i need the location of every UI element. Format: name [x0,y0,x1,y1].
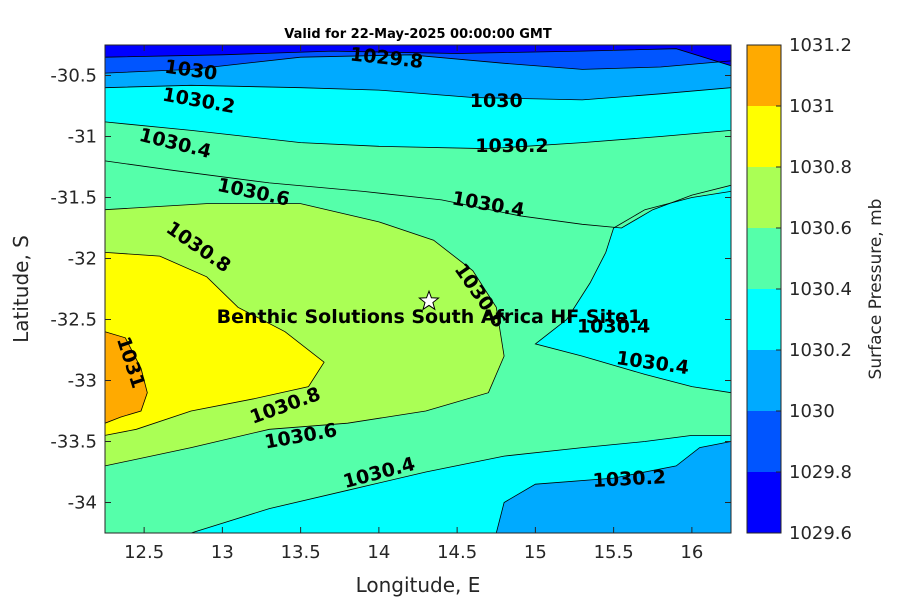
colorbar: 1029.6 1029.8 1030 1030.2 1030.4 1030.6 1030.8… [746,35,852,544]
plot-frame [104,44,732,534]
contour-line-4 [105,160,731,229]
colorbar-swatch [747,228,781,289]
fill-1030-1030.2-south [496,441,731,533]
y-axis: -30.5 -31 -31.5 -32 -32.5 -33 -33.5 -34 [50,66,731,514]
x-axis: 12.5 13 13.5 14 14.5 15 15.5 16 [124,45,703,563]
colorbar-swatch [747,289,781,350]
contour-line-8 [190,434,731,533]
x-axis-label: Longitude, E [356,573,481,597]
colorbar-tick-label: 1030.2 [789,340,852,361]
contour-line-3 [105,121,731,150]
contour-line-9 [495,441,731,533]
colorbar-swatch [747,472,781,533]
x-tick-label: 15 [524,542,547,563]
contour-line-6 [105,252,325,436]
x-tick-label: 14.5 [437,542,477,563]
contour-label: 1030.4 [577,316,650,338]
fill-1030.8-1031 [105,252,325,436]
x-tick-label: 13.5 [281,542,321,563]
colorbar-swatch [747,45,781,106]
x-tick-label: 13 [211,542,234,563]
colorbar-swatch [747,350,781,411]
colorbar-tick-label: 1030.6 [789,218,852,239]
contour-field [105,45,731,533]
fill-1030.2-1030.4-east [535,191,731,393]
colorbar-swatch [747,106,781,167]
colorbar-tick-label: 1030 [789,401,835,422]
contour-label: 1030.2 [592,466,666,492]
contour-line-0 [105,48,731,67]
colorbar-tick-label: 1030.8 [789,157,852,178]
x-tick-label: 16 [680,542,703,563]
colorbar-tick-label: 1029.8 [789,462,852,483]
contour-line-5 [105,203,505,467]
colorbar-swatch [747,167,781,228]
y-tick-label: -31 [68,127,97,148]
x-tick-label: 15.5 [594,542,634,563]
contour-label: 1030.2 [475,135,548,157]
y-tick-label: -32.5 [50,310,97,331]
colorbar-tick-label: 1031 [789,96,835,117]
contour-line-1 [105,54,731,74]
colorbar-tick-label: 1030.4 [789,279,852,300]
y-tick-label: -32 [68,249,97,270]
contour-label: 1030 [470,90,523,112]
fill-1031-1031.2 [105,331,148,424]
x-tick-label: 14 [367,542,390,563]
chart-title: Valid for 22-May-2025 00:00:00 GMT [284,27,552,42]
contour-line-10 [534,190,731,394]
y-tick-label: -33.5 [50,432,97,453]
y-tick-label: -33 [68,371,97,392]
y-tick-label: -31.5 [50,188,97,209]
y-tick-label: -30.5 [50,66,97,87]
fill-1029.6-1029.8 [105,45,731,66]
y-axis-label: Latitude, S [9,235,33,343]
site-markers: Benthic Solutions South Africa HF Site1 [217,289,642,328]
contour-line-2 [105,84,731,101]
site-star-marker [418,289,440,311]
colorbar-tick-label: 1031.2 [789,35,852,56]
fill-1030.4-1030.6-north [105,121,731,228]
colorbar-swatch [747,411,781,472]
colorbar-label: Surface Pressure, mb [866,199,886,380]
colorbar-tick-label: 1029.6 [789,523,852,544]
y-tick-label: -34 [68,493,97,514]
x-tick-label: 12.5 [124,542,164,563]
contour-line-7 [105,331,148,424]
site-label: Benthic Solutions South Africa HF Site1 [217,306,642,328]
